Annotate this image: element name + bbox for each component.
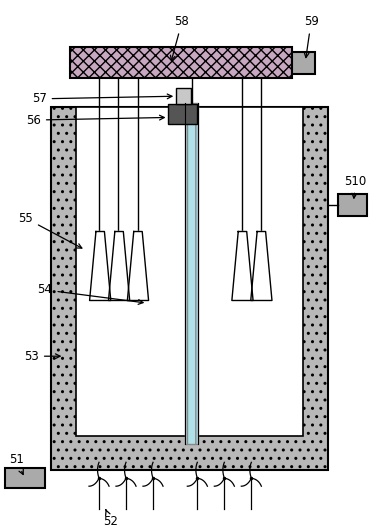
- Bar: [70, 47, 292, 78]
- Bar: [51, 107, 76, 470]
- Polygon shape: [108, 231, 130, 301]
- Bar: [303, 107, 329, 470]
- Text: 57: 57: [32, 93, 172, 105]
- Bar: [51, 107, 329, 470]
- Bar: [76, 107, 303, 436]
- Bar: [338, 194, 367, 215]
- Polygon shape: [89, 231, 111, 301]
- Bar: [51, 436, 329, 470]
- Polygon shape: [127, 231, 149, 301]
- Text: 510: 510: [344, 174, 366, 198]
- Text: 51: 51: [9, 453, 24, 475]
- Polygon shape: [251, 231, 272, 301]
- Text: 58: 58: [170, 15, 189, 60]
- Text: 53: 53: [24, 350, 60, 363]
- Polygon shape: [232, 231, 253, 301]
- Text: 54: 54: [38, 284, 143, 304]
- Text: 56: 56: [26, 113, 164, 127]
- Text: 59: 59: [304, 15, 319, 57]
- Text: 52: 52: [103, 510, 118, 528]
- Bar: [168, 104, 197, 124]
- Text: 55: 55: [19, 212, 82, 248]
- Bar: [5, 468, 45, 488]
- Bar: [176, 88, 191, 104]
- Bar: [292, 52, 315, 74]
- Bar: [185, 103, 198, 444]
